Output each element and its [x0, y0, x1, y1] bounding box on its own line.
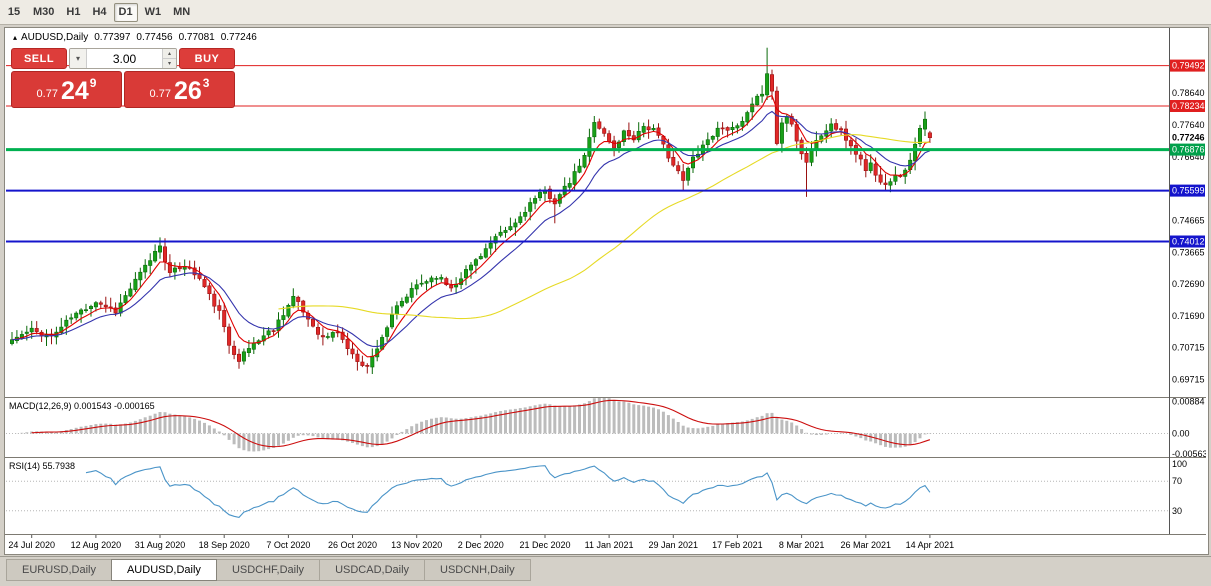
- svg-text:0.72690: 0.72690: [1172, 279, 1205, 289]
- timeframe-button-d1[interactable]: D1: [113, 2, 138, 22]
- svg-text:0.78234: 0.78234: [1172, 101, 1205, 111]
- moving-average-lines: [11, 94, 931, 358]
- chart-expand-icon[interactable]: ▴: [13, 32, 18, 42]
- chart-canvas[interactable]: MACD(12,26,9) 0.001543 -0.000165 RSI(14) …: [5, 28, 1206, 552]
- svg-text:0.00884: 0.00884: [1172, 396, 1205, 406]
- sell-price-prefix: 0.77: [36, 88, 58, 100]
- pane-separators[interactable]: [5, 397, 1206, 535]
- horizontal-price-lines[interactable]: [6, 65, 1169, 243]
- ohlc-low: 0.77081: [178, 31, 215, 43]
- svg-text:-0.00563: -0.00563: [1172, 449, 1206, 459]
- price-axis[interactable]: 0.78640 0.77640 0.76640 0.74665 0.73665 0.726…: [1170, 59, 1206, 516]
- macd-label: MACD(12,26,9) 0.001543 -0.000165: [9, 401, 155, 411]
- ohlc-close: 0.77246: [220, 31, 257, 43]
- chart-tabs-bar: EURUSD,Daily AUDUSD,Daily USDCHF,Daily USDC…: [0, 556, 1211, 586]
- buy-price-display[interactable]: 0.77 26 3: [124, 71, 235, 108]
- svg-text:24 Jul 2020: 24 Jul 2020: [8, 540, 55, 550]
- svg-text:26 Mar 2021: 26 Mar 2021: [841, 540, 892, 550]
- svg-text:0.70715: 0.70715: [1172, 342, 1205, 352]
- timeframe-button-15[interactable]: 15: [2, 3, 26, 22]
- svg-text:8 Mar 2021: 8 Mar 2021: [779, 540, 825, 550]
- lot-decrement-button[interactable]: ▾: [163, 59, 176, 68]
- svg-text:0.74665: 0.74665: [1172, 216, 1205, 226]
- svg-text:0.75599: 0.75599: [1172, 186, 1205, 196]
- lot-size-input[interactable]: 3.00: [112, 51, 137, 66]
- svg-text:2 Dec 2020: 2 Dec 2020: [458, 540, 504, 550]
- svg-text:0.77640: 0.77640: [1172, 120, 1205, 130]
- timeframe-button-w1[interactable]: W1: [140, 3, 167, 22]
- rsi-indicator: [6, 465, 1169, 519]
- buy-button[interactable]: BUY: [179, 48, 235, 69]
- svg-text:29 Jan 2021: 29 Jan 2021: [649, 540, 699, 550]
- svg-text:18 Sep 2020: 18 Sep 2020: [199, 540, 250, 550]
- svg-text:12 Aug 2020: 12 Aug 2020: [71, 540, 122, 550]
- svg-text:7 Oct 2020: 7 Oct 2020: [266, 540, 310, 550]
- svg-text:0.76876: 0.76876: [1172, 145, 1205, 155]
- one-click-trading-panel: SELL ▾ 3.00 ▴ ▾ BUY 0.77 24 9 0.77 26 3: [11, 48, 235, 108]
- lot-size-control: ▾ 3.00 ▴ ▾: [69, 48, 177, 69]
- svg-text:0.79492: 0.79492: [1172, 61, 1205, 71]
- svg-text:17 Feb 2021: 17 Feb 2021: [712, 540, 763, 550]
- svg-text:0.76640: 0.76640: [1172, 152, 1205, 162]
- svg-text:0.73665: 0.73665: [1172, 248, 1205, 258]
- chart-tab-usdchf[interactable]: USDCHF,Daily: [215, 559, 321, 581]
- svg-text:0.74012: 0.74012: [1172, 237, 1205, 247]
- svg-text:21 Dec 2020: 21 Dec 2020: [519, 540, 570, 550]
- timeframe-button-m30[interactable]: M30: [28, 3, 59, 22]
- lot-spinner: ▴ ▾: [162, 49, 176, 68]
- svg-text:30: 30: [1172, 506, 1182, 516]
- svg-text:14 Apr 2021: 14 Apr 2021: [906, 540, 955, 550]
- chart-symbol-label: AUDUSD,Daily: [21, 31, 89, 43]
- timeframe-toolbar: 15 M30 H1 H4 D1 W1 MN: [0, 0, 1211, 25]
- sell-price-pip-digit: 9: [89, 76, 97, 90]
- svg-text:31 Aug 2020: 31 Aug 2020: [135, 540, 186, 550]
- chart-ohlc-header: ▴ AUDUSD,Daily 0.77397 0.77456 0.77081 0…: [13, 31, 257, 43]
- rsi-label: RSI(14) 55.7938: [9, 461, 75, 471]
- sell-price-display[interactable]: 0.77 24 9: [11, 71, 122, 108]
- svg-text:0.00: 0.00: [1172, 429, 1190, 439]
- chart-tab-audusd[interactable]: AUDUSD,Daily: [110, 559, 217, 581]
- svg-text:26 Oct 2020: 26 Oct 2020: [328, 540, 377, 550]
- buy-price-pip-digit: 3: [202, 76, 210, 90]
- buy-price-big-digits: 26: [173, 77, 202, 105]
- sell-button[interactable]: SELL: [11, 48, 67, 69]
- macd-indicator: [6, 398, 1169, 452]
- timeframe-button-h1[interactable]: H1: [61, 3, 85, 22]
- lot-increment-button[interactable]: ▴: [163, 49, 176, 59]
- svg-text:11 Jan 2021: 11 Jan 2021: [585, 540, 634, 550]
- chart-window: MACD(12,26,9) 0.001543 -0.000165 RSI(14) …: [4, 27, 1209, 555]
- chart-tab-usdcnh[interactable]: USDCNH,Daily: [424, 559, 531, 581]
- chart-tab-usdcad[interactable]: USDCAD,Daily: [319, 559, 426, 581]
- ohlc-high: 0.77456: [136, 31, 173, 43]
- date-axis[interactable]: 24 Jul 2020 12 Aug 2020 31 Aug 2020 18 Sep …: [8, 535, 954, 550]
- svg-text:0.77246: 0.77246: [1172, 133, 1205, 143]
- timeframe-button-mn[interactable]: MN: [168, 3, 195, 22]
- svg-text:0.71690: 0.71690: [1172, 311, 1205, 321]
- svg-text:0.78640: 0.78640: [1172, 88, 1205, 98]
- ohlc-open: 0.77397: [94, 31, 131, 43]
- sell-price-big-digits: 24: [60, 77, 89, 105]
- svg-text:70: 70: [1172, 476, 1182, 486]
- svg-text:0.69715: 0.69715: [1172, 375, 1205, 385]
- lot-dropdown-icon[interactable]: ▾: [70, 49, 87, 68]
- timeframe-button-h4[interactable]: H4: [87, 3, 111, 22]
- buy-price-prefix: 0.77: [149, 88, 171, 100]
- svg-text:13 Nov 2020: 13 Nov 2020: [391, 540, 442, 550]
- svg-text:100: 100: [1172, 459, 1187, 469]
- chart-tab-eurusd[interactable]: EURUSD,Daily: [6, 559, 112, 581]
